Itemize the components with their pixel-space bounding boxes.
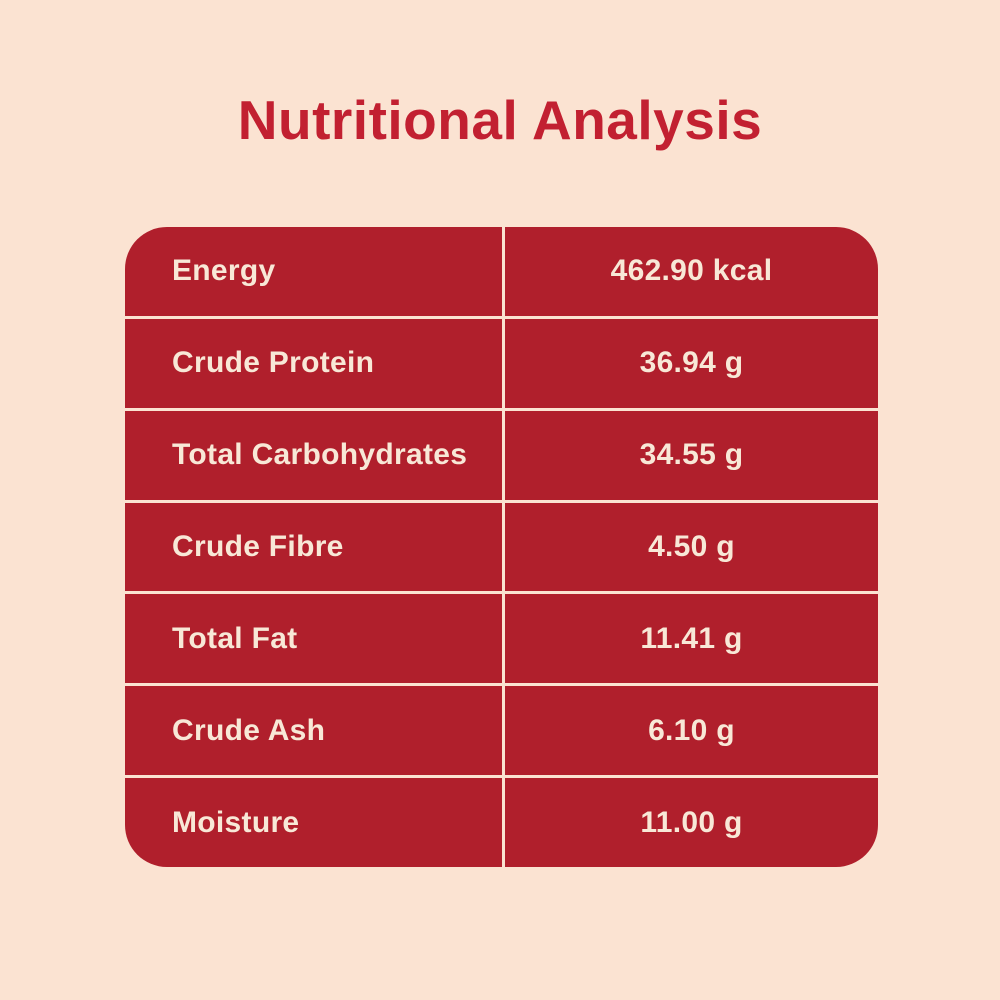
nutrient-label: Moisture [125, 778, 502, 867]
nutrient-label: Crude Protein [125, 318, 502, 408]
nutrient-value: 462.90 kcal [505, 227, 878, 316]
nutrition-table: Energy 462.90 kcal Crude Protein 36.94 g… [125, 227, 878, 867]
nutrient-label: Energy [125, 227, 502, 316]
nutrient-value: 4.50 g [505, 502, 878, 592]
nutrient-label: Crude Ash [125, 686, 502, 776]
nutrient-label: Total Fat [125, 594, 502, 684]
nutrient-value: 36.94 g [505, 318, 878, 408]
nutrient-label: Crude Fibre [125, 502, 502, 592]
nutrient-label: Total Carbohydrates [125, 410, 502, 500]
nutrient-value: 6.10 g [505, 686, 878, 776]
nutrient-value: 11.41 g [505, 594, 878, 684]
nutrient-value: 34.55 g [505, 410, 878, 500]
nutrient-value: 11.00 g [505, 778, 878, 867]
page-title: Nutritional Analysis [237, 89, 763, 151]
